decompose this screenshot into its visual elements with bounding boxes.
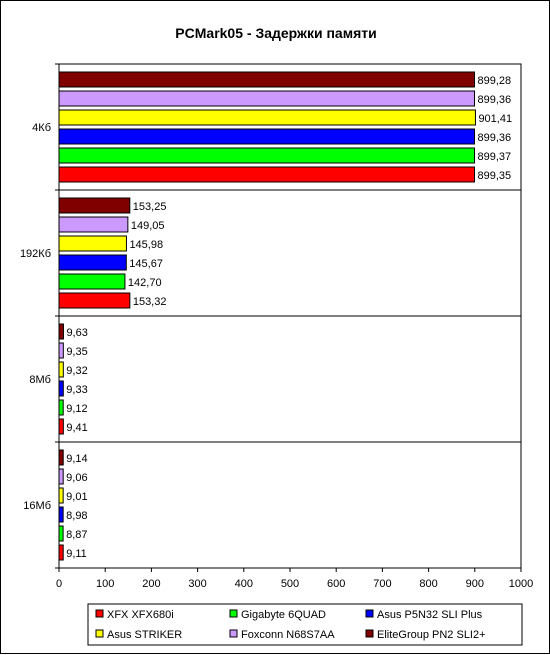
bar-value-label: 9,33 — [66, 384, 87, 396]
bar[interactable] — [58, 399, 64, 416]
bar[interactable] — [58, 361, 64, 378]
bar-value-label: 9,12 — [66, 403, 87, 415]
legend-swatch — [229, 609, 238, 618]
x-tick-label: 200 — [142, 578, 160, 590]
bar-value-label: 899,36 — [478, 94, 512, 106]
x-tick-label: 600 — [327, 578, 345, 590]
category-label: 16Мб — [23, 500, 51, 512]
bar[interactable] — [58, 71, 475, 88]
bar-value-label: 8,87 — [66, 529, 87, 541]
bar-value-label: 8,98 — [66, 510, 87, 522]
bar-value-label: 142,70 — [128, 277, 162, 289]
x-tick-label: 300 — [188, 578, 206, 590]
legend-swatch — [229, 629, 238, 638]
bar[interactable] — [58, 544, 64, 561]
bar-value-label: 149,05 — [131, 220, 165, 232]
bar[interactable] — [58, 506, 64, 523]
bar[interactable] — [58, 147, 476, 164]
bar-value-label: 9,14 — [66, 453, 87, 465]
bar[interactable] — [58, 323, 64, 340]
bar[interactable] — [58, 90, 476, 107]
bar-value-label: 9,63 — [66, 327, 87, 339]
bar[interactable] — [58, 166, 475, 183]
bar[interactable] — [58, 197, 131, 214]
bar[interactable] — [58, 380, 64, 397]
bar[interactable] — [58, 216, 129, 233]
legend — [87, 603, 523, 646]
category-label: 192Кб — [20, 248, 51, 260]
bar-value-label: 145,67 — [129, 258, 163, 270]
bar-value-label: 899,28 — [477, 75, 511, 87]
bar-value-label: 9,01 — [66, 491, 87, 503]
legend-label: Asus P5N32 SLI Plus — [377, 609, 483, 621]
bar[interactable] — [58, 292, 131, 309]
bar[interactable] — [58, 418, 64, 435]
legend-swatch — [95, 609, 104, 618]
x-tick-label: 0 — [56, 578, 62, 590]
bar-value-label: 153,25 — [133, 201, 167, 213]
legend-label: XFX XFX680i — [107, 609, 174, 621]
bar-value-label: 899,35 — [477, 170, 511, 182]
bar[interactable] — [58, 273, 126, 290]
x-tick-label: 900 — [466, 578, 484, 590]
x-tick-label: 500 — [281, 578, 299, 590]
legend-swatch — [365, 629, 374, 638]
bar-value-label: 9,06 — [66, 472, 87, 484]
bar[interactable] — [58, 449, 64, 466]
legend-label: Gigabyte 6QUAD — [241, 609, 326, 621]
x-tick-label: 100 — [96, 578, 114, 590]
bar-value-label: 153,32 — [133, 296, 167, 308]
bar-value-label: 9,11 — [66, 548, 87, 560]
bar[interactable] — [58, 128, 476, 145]
bar-value-label: 9,35 — [66, 346, 87, 358]
legend-label: EliteGroup PN2 SLI2+ — [377, 629, 486, 641]
x-tick-label: 400 — [235, 578, 253, 590]
category-label: 8Мб — [29, 374, 51, 386]
bar[interactable] — [58, 235, 127, 252]
x-tick-label: 1000 — [509, 578, 533, 590]
legend-label: Asus STRIKER — [107, 629, 182, 641]
bar-value-label: 145,98 — [129, 239, 163, 251]
bar-value-label: 899,36 — [478, 132, 512, 144]
bar[interactable] — [58, 254, 127, 271]
bar-value-label: 901,41 — [478, 113, 512, 125]
bar[interactable] — [58, 487, 64, 504]
legend-swatch — [365, 609, 374, 618]
x-tick-label: 800 — [419, 578, 437, 590]
chart-title: PCMark05 - Задержки памяти — [175, 25, 376, 41]
legend-label: Foxconn N68S7AA — [241, 629, 335, 641]
category-label: 4Кб — [32, 122, 51, 134]
x-tick-label: 700 — [373, 578, 391, 590]
bar[interactable] — [58, 468, 64, 485]
bar[interactable] — [58, 342, 64, 359]
bar[interactable] — [58, 109, 476, 126]
bar-value-label: 9,41 — [66, 422, 87, 434]
legend-swatch — [95, 629, 104, 638]
bar[interactable] — [58, 525, 64, 542]
bar-value-label: 9,32 — [66, 365, 87, 377]
bar-value-label: 899,37 — [478, 151, 512, 163]
